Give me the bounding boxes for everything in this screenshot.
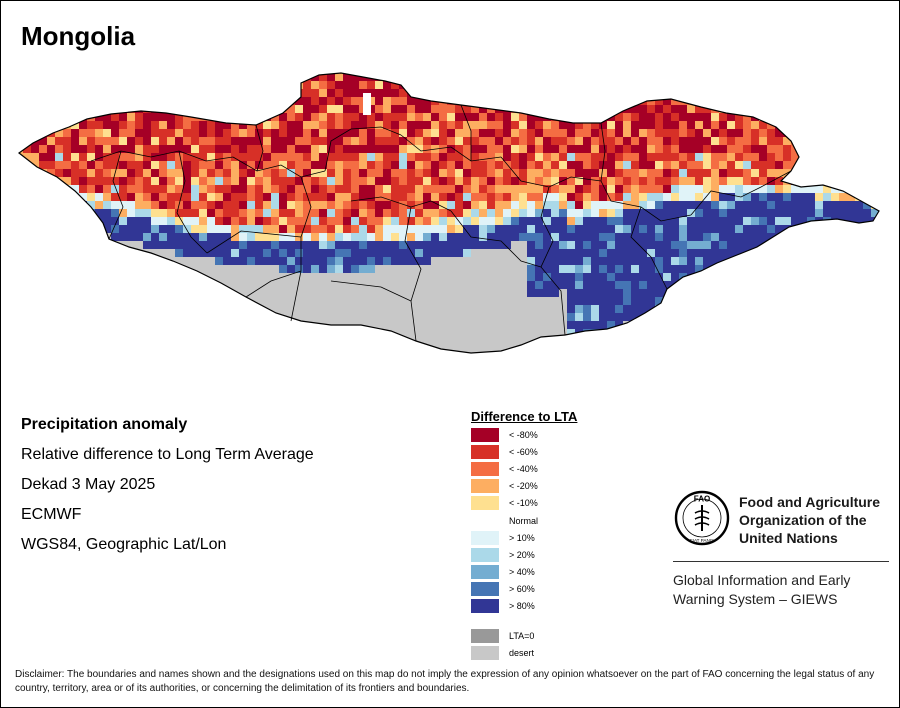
disclaimer: Disclaimer: The boundaries and names sho…: [15, 669, 875, 694]
legend-label: < -40%: [509, 464, 538, 474]
legend-swatch: [471, 565, 499, 579]
map-description: Relative difference to Long Term Average: [21, 446, 314, 463]
giews-name: Global Information and Early Warning Sys…: [673, 571, 893, 609]
legend-label: > 80%: [509, 601, 535, 611]
legend-label: desert: [509, 648, 535, 658]
legend-swatch: [471, 514, 499, 528]
legend-swatch: [471, 496, 499, 510]
legend-label: < -20%: [509, 481, 538, 491]
fao-name-line-3: United Nations: [739, 530, 838, 546]
map-title: Mongolia: [21, 21, 136, 51]
legend-label: < -10%: [509, 498, 538, 508]
legend-label: > 10%: [509, 533, 535, 543]
legend-swatch: [471, 531, 499, 545]
map-period: Dekad 3 May 2025: [21, 476, 156, 493]
legend-swatch: [471, 548, 499, 562]
divider: [673, 561, 889, 562]
legend-swatch: [471, 462, 499, 476]
fao-name-line-2: Organization of the: [739, 512, 867, 528]
map-source: ECMWF: [21, 506, 82, 523]
legend-swatch: [471, 479, 499, 493]
map-legend: Difference to LTA < -80% < -60% < -40% < -2…: [471, 409, 651, 660]
fao-logo-icon: FAO FIAT PANIS: [674, 490, 730, 546]
fao-logo-motto: FIAT PANIS: [690, 538, 714, 543]
lake: [363, 93, 371, 115]
legend-swatch: [471, 599, 499, 613]
fao-name-line-1: Food and Agriculture: [739, 494, 881, 510]
fao-name: Food and Agriculture Organization of the…: [739, 493, 899, 547]
fao-logo-letters: FAO: [694, 495, 710, 504]
legend-title: Difference to LTA: [471, 409, 578, 424]
giews-line-1: Global Information and Early: [673, 572, 851, 588]
legend-swatch: [471, 445, 499, 459]
legend-swatch: [471, 582, 499, 596]
legend-swatch: [471, 428, 499, 442]
legend-swatch: [471, 629, 499, 643]
legend-label: LTA=0: [509, 631, 535, 641]
legend-label: > 20%: [509, 550, 535, 560]
giews-line-2: Warning System – GIEWS: [673, 591, 838, 607]
map-subject: Precipitation anomaly: [21, 416, 188, 433]
map-info: Precipitation anomaly Relative differenc…: [21, 415, 314, 565]
legend-label: < -60%: [509, 447, 538, 457]
legend-label: < -80%: [509, 430, 538, 440]
legend-label: Normal: [509, 516, 539, 526]
legend-swatch: [471, 646, 499, 660]
legend-label: > 60%: [509, 584, 535, 594]
legend-label: > 40%: [509, 567, 535, 577]
map-projection: WGS84, Geographic Lat/Lon: [21, 536, 227, 553]
precipitation-anomaly-map: [17, 72, 880, 354]
